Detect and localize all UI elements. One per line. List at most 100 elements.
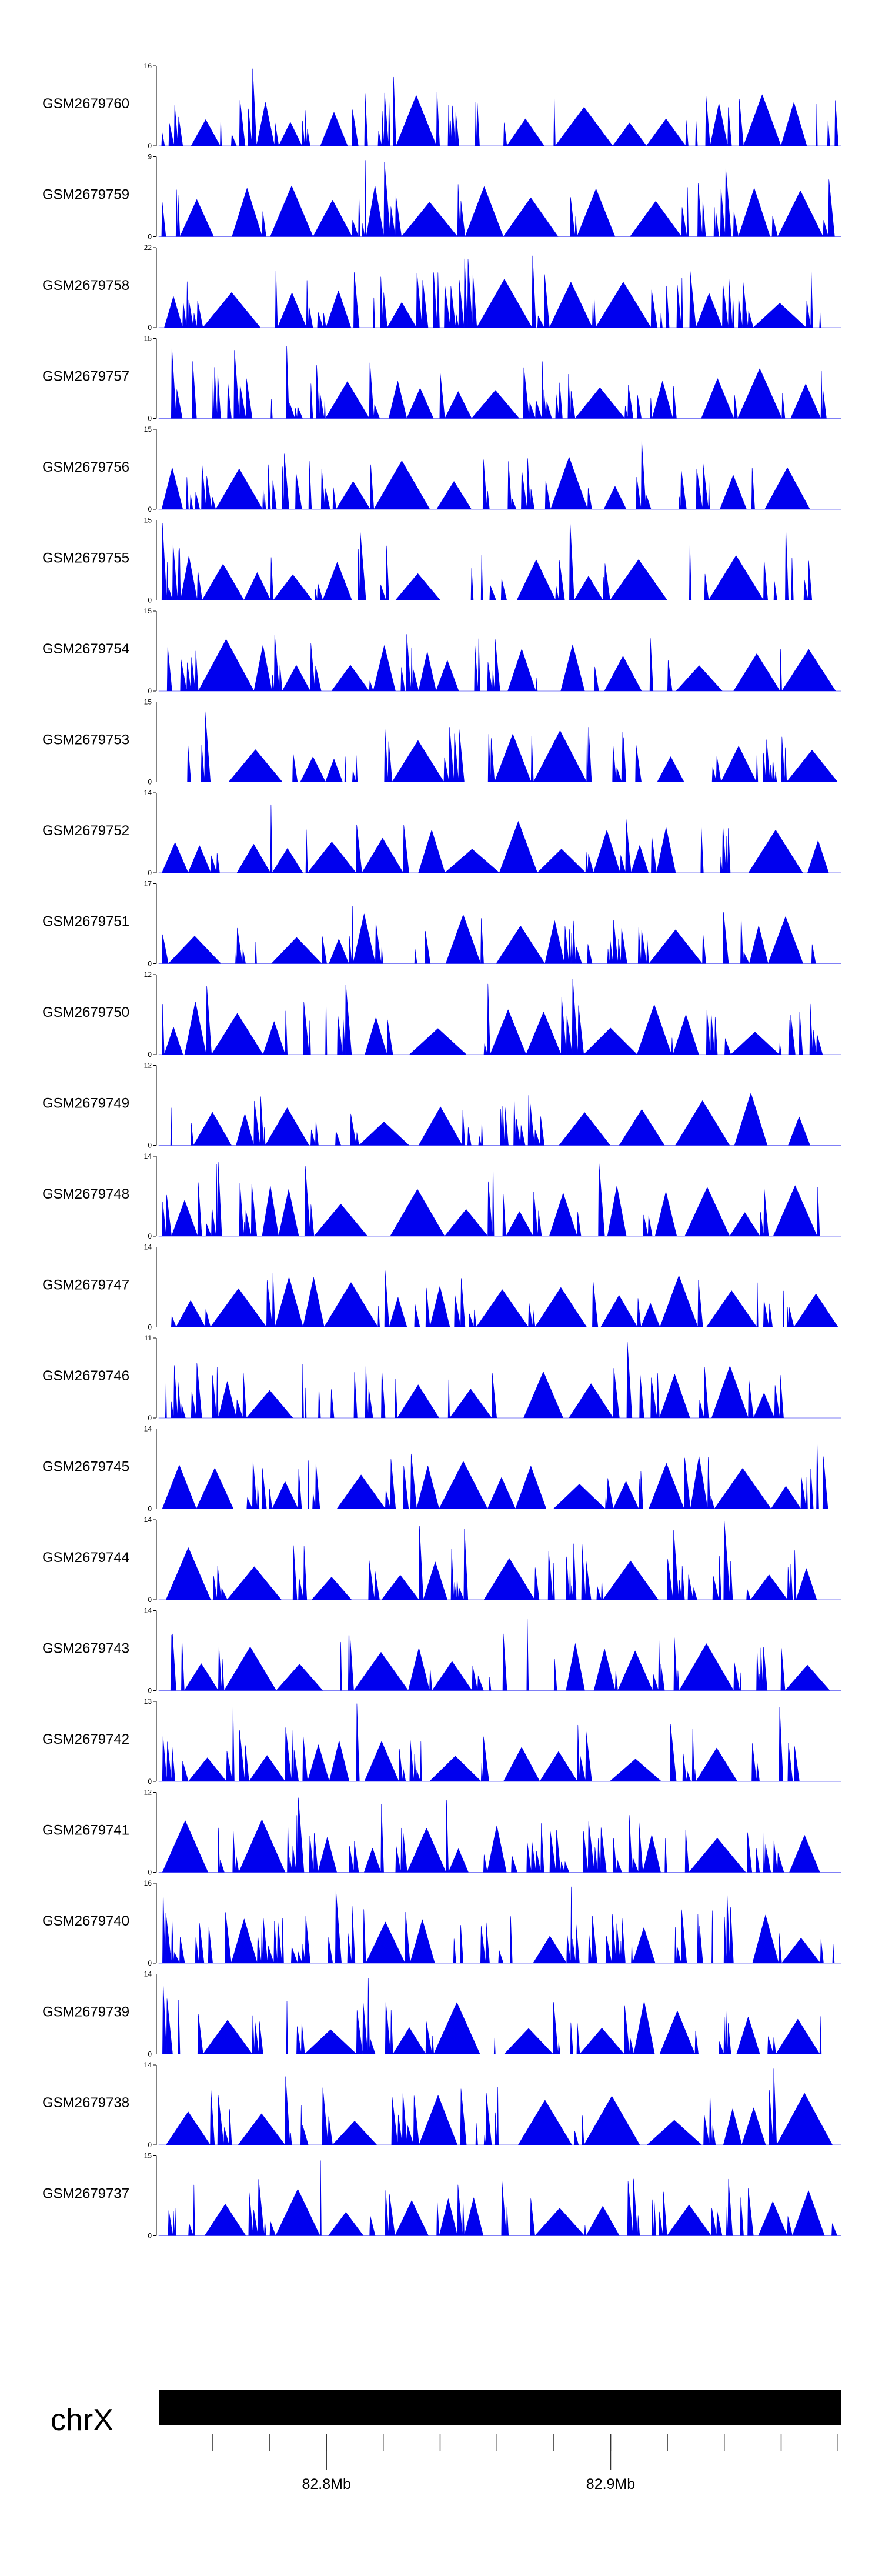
track-label: GSM2679740: [42, 1913, 129, 1929]
coverage-area: [158, 711, 841, 782]
coverage-area: [158, 1270, 841, 1327]
coverage-area: [158, 439, 841, 510]
track-label: GSM2679755: [42, 550, 129, 566]
chromosome-ideogram: chrX 82.8Mb 82.9Mb: [51, 2390, 841, 2492]
y-max-label: 14: [144, 1425, 152, 1433]
y-zero-label: 0: [148, 778, 152, 786]
y-zero-label: 0: [148, 2141, 152, 2149]
coverage-tracks: GSM2679760160GSM267975990GSM2679758220GS…: [42, 62, 841, 2240]
genomic-scale: 82.8Mb 82.9Mb: [212, 2434, 838, 2492]
track-label: GSM2679750: [42, 1005, 129, 1020]
coverage-area: [158, 1439, 841, 1509]
track-label: GSM2679756: [42, 459, 129, 475]
track-GSM2679741: GSM2679741 12 0: [42, 1788, 841, 1877]
y-max-label: 14: [144, 2061, 152, 2069]
y-zero-label: 0: [148, 1232, 152, 1240]
y-max-label: 12: [144, 970, 152, 979]
track-GSM2679740: GSM2679740 16 0: [42, 1879, 841, 1967]
coverage-area: [158, 1093, 841, 1146]
track-label: GSM2679749: [42, 1096, 129, 1112]
track-GSM2679753: GSM2679753 15 0: [42, 698, 841, 786]
y-zero-label: 0: [148, 596, 152, 605]
coverage-area: [158, 68, 841, 146]
track-GSM2679739: GSM2679739 14 0: [42, 1970, 841, 2058]
track-GSM2679757: GSM2679757 15 0: [42, 335, 841, 423]
track-label: GSM2679746: [42, 1368, 129, 1384]
track-GSM2679745: GSM2679745 14 0: [42, 1425, 841, 1513]
y-max-label: 16: [144, 1879, 152, 1887]
track-GSM2679751: GSM2679751 17 0: [42, 880, 841, 968]
track-GSM2679744: GSM2679744 14 0: [42, 1516, 841, 1604]
y-max-label: 12: [144, 1788, 152, 1797]
track-GSM2679742: GSM2679742 13 0: [42, 1697, 841, 1786]
y-max-label: 11: [145, 1334, 152, 1342]
scale-tick-label: 82.9Mb: [586, 2476, 635, 2492]
y-zero-label: 0: [148, 1142, 152, 1150]
track-GSM2679749: GSM2679749 12 0: [42, 1062, 841, 1150]
chromosome-bar: [159, 2390, 841, 2425]
coverage-area: [158, 1618, 841, 1691]
y-max-label: 12: [144, 1062, 152, 1070]
track-label: GSM2679757: [42, 369, 129, 385]
y-zero-label: 0: [148, 1959, 152, 1967]
coverage-area: [158, 804, 841, 873]
coverage-area: [158, 160, 841, 237]
track-GSM2679755: GSM2679755 15 0: [42, 516, 841, 605]
track-label: GSM2679739: [42, 2004, 129, 2020]
track-GSM2679759: GSM2679759 9 0: [42, 153, 841, 241]
y-zero-label: 0: [148, 687, 152, 695]
coverage-area: [158, 1161, 841, 1237]
track-GSM2679747: GSM2679747 14 0: [42, 1243, 841, 1332]
track-label: GSM2679742: [42, 1731, 129, 1747]
y-max-label: 15: [144, 335, 152, 343]
y-zero-label: 0: [148, 415, 152, 423]
track-GSM2679748: GSM2679748 14 0: [42, 1152, 841, 1240]
track-label: GSM2679745: [42, 1459, 129, 1475]
track-label: GSM2679751: [42, 914, 129, 930]
y-max-label: 14: [144, 1970, 152, 1978]
track-label: GSM2679752: [42, 823, 129, 839]
track-label: GSM2679744: [42, 1550, 129, 1566]
track-GSM2679737: GSM2679737 15 0: [42, 2152, 841, 2240]
track-GSM2679756: GSM2679756 15 0: [42, 425, 841, 513]
track-label: GSM2679758: [42, 278, 129, 293]
track-GSM2679754: GSM2679754 15 0: [42, 607, 841, 695]
y-max-label: 14: [144, 789, 152, 797]
y-zero-label: 0: [148, 1505, 152, 1513]
track-label: GSM2679737: [42, 2186, 129, 2202]
y-zero-label: 0: [148, 1777, 152, 1786]
coverage-area: [158, 1520, 841, 1600]
y-zero-label: 0: [148, 960, 152, 968]
scale-tick-label: 82.8Mb: [302, 2476, 351, 2492]
y-max-label: 14: [144, 1152, 152, 1160]
coverage-area: [158, 1978, 841, 2054]
chromosome-label: chrX: [51, 2403, 113, 2437]
track-GSM2679738: GSM2679738 14 0: [42, 2061, 841, 2149]
y-zero-label: 0: [148, 869, 152, 877]
y-zero-label: 0: [148, 1050, 152, 1059]
y-max-label: 14: [144, 1243, 152, 1252]
track-label: GSM2679747: [42, 1277, 129, 1293]
track-label: GSM2679759: [42, 187, 129, 203]
y-zero-label: 0: [148, 1868, 152, 1877]
coverage-area: [158, 1886, 841, 1964]
y-zero-label: 0: [148, 142, 152, 150]
y-max-label: 22: [144, 243, 152, 252]
y-zero-label: 0: [148, 233, 152, 241]
coverage-area: [158, 979, 841, 1055]
track-label: GSM2679743: [42, 1641, 129, 1657]
y-max-label: 15: [144, 607, 152, 615]
y-max-label: 15: [144, 2152, 152, 2160]
track-GSM2679743: GSM2679743 14 0: [42, 1607, 841, 1695]
y-zero-label: 0: [148, 1414, 152, 1422]
y-max-label: 13: [144, 1697, 152, 1706]
y-zero-label: 0: [148, 1596, 152, 1604]
y-zero-label: 0: [148, 2050, 152, 2058]
y-zero-label: 0: [148, 323, 152, 332]
track-label: GSM2679748: [42, 1186, 129, 1202]
coverage-area: [158, 2160, 841, 2236]
y-zero-label: 0: [148, 1687, 152, 1695]
track-label: GSM2679753: [42, 732, 129, 748]
y-zero-label: 0: [148, 2232, 152, 2240]
